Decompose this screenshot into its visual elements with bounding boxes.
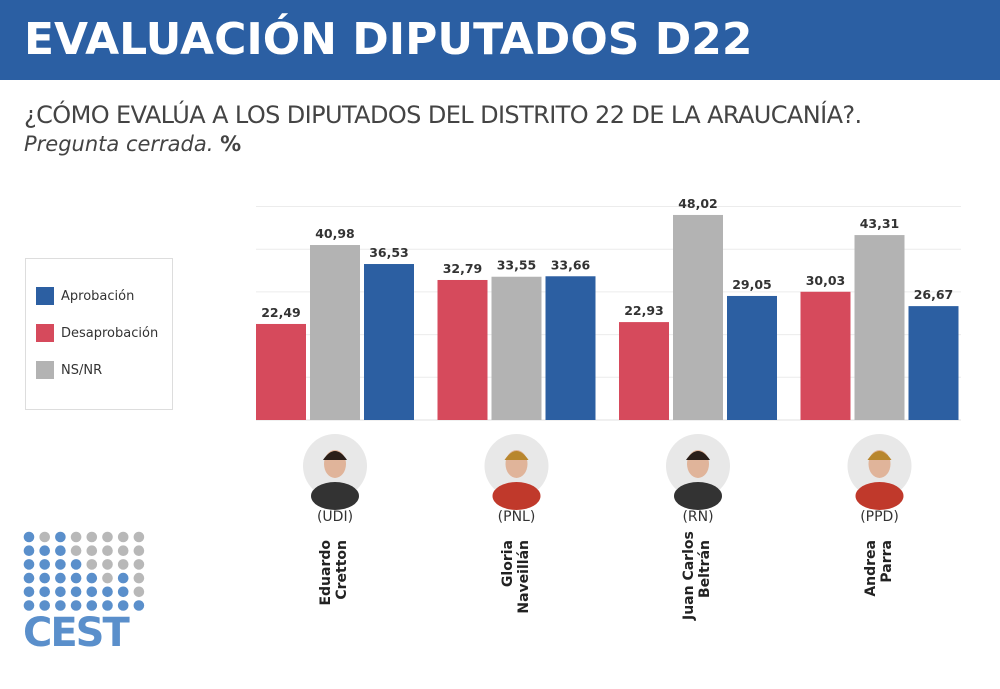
legend-item-nsnr: NS/NR xyxy=(36,361,102,379)
subtitle: Pregunta cerrada. % xyxy=(24,132,241,156)
logo-dot xyxy=(117,559,129,570)
logo-dot xyxy=(102,586,113,598)
candidate-name: Juan Carlos Beltrán xyxy=(681,531,713,620)
data-label: 26,67 xyxy=(914,287,954,302)
logo-dot xyxy=(133,586,145,598)
logo-dot xyxy=(39,531,50,543)
candidate-photo xyxy=(484,434,549,510)
bar-aprobacin xyxy=(545,276,596,420)
bar-nsnr xyxy=(491,276,542,420)
logo-dot xyxy=(70,586,82,598)
bar-nsnr xyxy=(673,214,723,420)
logo-dot xyxy=(70,600,82,611)
candidate-name: Gloria Naveillán xyxy=(499,540,532,614)
logo-dot xyxy=(86,559,98,570)
legend-label: Desaprobación xyxy=(61,325,159,341)
logo-dot xyxy=(39,559,50,570)
legend-label: Aprobación xyxy=(61,288,135,304)
logo-dot xyxy=(117,572,129,584)
logo-dot xyxy=(23,531,35,543)
cest-logo-text: CEST xyxy=(23,610,130,656)
logo-dot xyxy=(23,572,35,584)
data-label: 43,31 xyxy=(860,216,900,231)
candidate-photo xyxy=(303,434,367,510)
subtitle-text: Pregunta cerrada. xyxy=(24,132,214,156)
logo-dot xyxy=(39,600,50,611)
party-label: (RN) xyxy=(682,509,714,525)
logo-dot xyxy=(117,586,129,598)
logo-dot xyxy=(102,572,113,584)
logo-dot xyxy=(55,600,66,611)
legend-item-aprobacion: Aprobación xyxy=(36,287,134,305)
bar-aprobacin xyxy=(364,264,414,420)
data-label: 36,53 xyxy=(369,245,409,260)
logo-dot xyxy=(55,545,66,556)
logo-dot xyxy=(86,600,98,611)
logo-dot xyxy=(133,572,145,584)
data-label: 22,49 xyxy=(261,305,301,320)
logo-dot xyxy=(102,559,113,570)
logo-dot xyxy=(102,531,113,543)
header-banner: EVALUACIÓN DIPUTADOS D22 xyxy=(0,0,1000,80)
logo-dot xyxy=(55,531,66,543)
logo-dot xyxy=(55,572,66,584)
bar-aprobacin xyxy=(908,306,959,420)
page-title: EVALUACIÓN DIPUTADOS D22 xyxy=(24,14,753,65)
logo-dot xyxy=(23,545,35,556)
party-label: (UDI) xyxy=(316,509,354,525)
logo-dot xyxy=(55,586,66,598)
data-label: 32,79 xyxy=(443,261,483,276)
data-label: 30,03 xyxy=(806,273,846,288)
data-label: 29,05 xyxy=(732,277,772,292)
legend: Aprobación Desaprobación NS/NR xyxy=(25,258,173,410)
logo-dot xyxy=(70,531,82,543)
logo-dot xyxy=(133,559,145,570)
logo-dot xyxy=(39,572,50,584)
unit: % xyxy=(220,132,242,156)
question: ¿CÓMO EVALÚA A LOS DIPUTADOS DEL DISTRIT… xyxy=(24,101,862,129)
bar-nsnr xyxy=(310,245,360,420)
legend-item-desaprobacion: Desaprobación xyxy=(36,324,158,342)
bar-nsnr xyxy=(854,235,905,420)
candidate-name: Eduardo Cretton xyxy=(318,540,350,606)
candidate-photo xyxy=(666,434,730,510)
candidate-photo xyxy=(847,434,912,510)
logo-dot xyxy=(86,586,98,598)
logo-dot xyxy=(133,531,145,543)
logo-dot xyxy=(117,545,129,556)
bar-aprobacin xyxy=(727,295,777,420)
logo-dot xyxy=(39,545,50,556)
logo-dot xyxy=(86,531,98,543)
bar-desaprobacin xyxy=(437,279,488,420)
data-label: 22,93 xyxy=(624,303,664,318)
logo-dot xyxy=(70,545,82,556)
logo-dot xyxy=(102,600,113,611)
bar-desaprobacin xyxy=(619,322,669,420)
logo-dot xyxy=(86,572,98,584)
logo-dot xyxy=(70,559,82,570)
logo-dot xyxy=(23,600,35,611)
party-label: (PPD) xyxy=(860,509,899,525)
legend-label: NS/NR xyxy=(61,362,103,378)
logo-dot xyxy=(70,572,82,584)
logo-dot xyxy=(55,559,66,570)
logo-dot xyxy=(133,545,145,556)
logo-dot xyxy=(102,545,113,556)
data-label: 33,55 xyxy=(497,258,537,273)
logo-dot xyxy=(117,600,129,611)
data-label: 33,66 xyxy=(551,257,591,272)
data-label: 48,02 xyxy=(678,196,718,211)
logo-dot xyxy=(133,600,145,611)
candidate-name: Andrea Parra xyxy=(862,540,895,597)
bar-desaprobacin xyxy=(800,291,851,420)
logo-dot xyxy=(117,531,129,543)
logo-dot xyxy=(39,586,50,598)
bar-desaprobacin xyxy=(256,323,306,420)
logo-dot xyxy=(23,559,35,570)
logo-dot xyxy=(23,586,35,598)
data-label: 40,98 xyxy=(315,226,355,241)
logo-dot xyxy=(86,545,98,556)
party-label: (PNL) xyxy=(497,509,536,525)
